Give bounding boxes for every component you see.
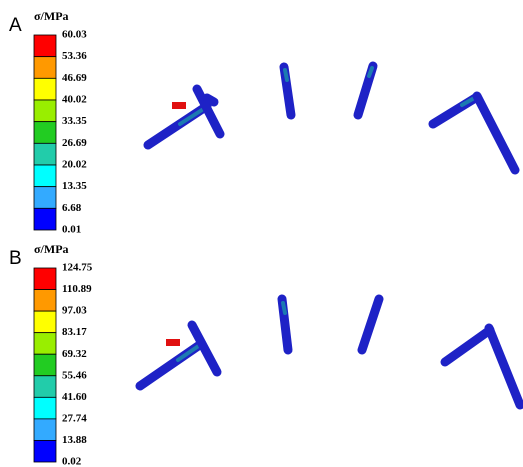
colorbar-segment: [34, 208, 56, 230]
colorbar-segment: [34, 143, 56, 165]
colorbar-segment: [34, 268, 56, 290]
figure: Aσ/MPa 60.03 53.36 46.69 40.02 33.35 26.69 20.0…: [0, 0, 523, 467]
colorbar-segment: [34, 100, 56, 122]
legend-level: 83.17: [62, 326, 87, 338]
legend-level: 27.74: [62, 412, 87, 424]
colorbar-segment: [34, 35, 56, 57]
legend-title: σ/MPa: [34, 9, 69, 23]
legend-level: 0.02: [62, 456, 82, 467]
colorbar-segment: [34, 290, 56, 312]
colorbar-segment: [34, 78, 56, 100]
panel-label: A: [9, 15, 22, 36]
legend-level: 60.03: [62, 29, 87, 41]
legend-level: 41.60: [62, 391, 87, 403]
legend-level: 53.36: [62, 50, 87, 62]
legend-level: 46.69: [62, 72, 87, 84]
colorbar-segment: [34, 122, 56, 144]
panel-label: B: [9, 248, 22, 269]
legend-level: 40.02: [62, 94, 87, 106]
rods-b: [140, 299, 520, 405]
colorbar-segment: [34, 419, 56, 441]
colorbar-segment: [34, 165, 56, 187]
legend-level: 55.46: [62, 369, 87, 381]
legend-level: 26.69: [62, 137, 87, 149]
legend-level: 33.35: [62, 115, 87, 127]
legend-level: 20.02: [62, 159, 87, 171]
colorbar-segment: [34, 397, 56, 419]
rods-a: [148, 66, 515, 170]
colorbar-segment: [34, 333, 56, 355]
legend-level: 0.01: [62, 224, 81, 236]
legend-level: 6.68: [62, 202, 82, 214]
colorbar-segment: [34, 440, 56, 462]
legend-level: 69.32: [62, 348, 87, 360]
legend-level: 124.75: [62, 262, 93, 274]
colorbar-segment: [34, 376, 56, 398]
legend-level: 13.35: [62, 180, 87, 192]
colorbar-segment: [34, 187, 56, 209]
legend-level: 97.03: [62, 305, 87, 317]
colorbar-segment: [34, 354, 56, 376]
legend-level: 13.88: [62, 434, 87, 446]
legend-level: 110.89: [62, 283, 92, 295]
legend-title: σ/MPa: [34, 242, 69, 256]
colorbar-segment: [34, 311, 56, 333]
colorbar-segment: [34, 57, 56, 79]
